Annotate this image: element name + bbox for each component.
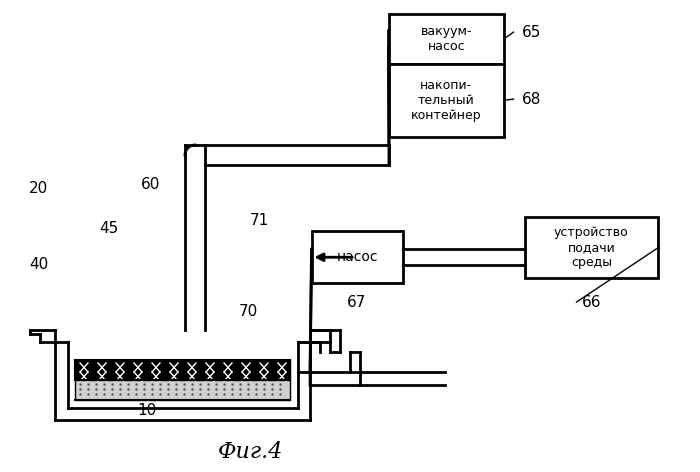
Text: накопи-
тельный
контейнер: накопи- тельный контейнер <box>411 79 482 122</box>
Text: 68: 68 <box>522 92 541 107</box>
Text: 70: 70 <box>239 304 258 319</box>
Text: 40: 40 <box>29 257 48 272</box>
Bar <box>389 14 504 64</box>
Text: Фиг.4: Фиг.4 <box>217 441 283 463</box>
Text: 67: 67 <box>347 295 367 310</box>
Text: вакуум-
насос: вакуум- насос <box>421 25 472 53</box>
Text: устройство
подачи
среды: устройство подачи среды <box>554 226 629 270</box>
Text: 20: 20 <box>29 181 48 196</box>
Bar <box>525 217 658 278</box>
Bar <box>75 380 290 400</box>
Text: 10: 10 <box>137 403 157 418</box>
Bar <box>389 64 504 137</box>
Text: насос: насос <box>336 250 378 264</box>
Bar <box>312 231 402 283</box>
Bar <box>75 360 290 380</box>
Text: 45: 45 <box>99 221 118 236</box>
Text: 60: 60 <box>141 177 160 192</box>
Text: 66: 66 <box>582 295 601 310</box>
Text: 65: 65 <box>522 25 541 40</box>
Text: 71: 71 <box>249 213 269 228</box>
